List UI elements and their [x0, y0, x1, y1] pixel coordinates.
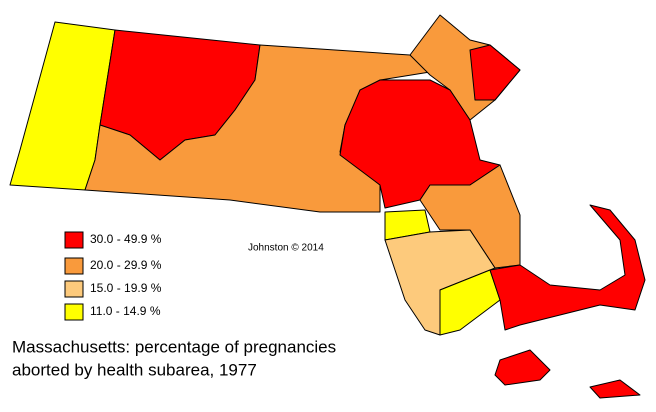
island	[494, 349, 551, 386]
regions	[9, 14, 646, 399]
legend-swatch	[64, 257, 84, 275]
legend-label: 20.0 - 29.9 %	[90, 258, 162, 272]
legend-label: 15.0 - 19.9 %	[90, 281, 162, 295]
legend-label: 30.0 - 49.9 %	[90, 232, 162, 246]
island	[589, 379, 641, 399]
legend-swatch	[64, 231, 84, 249]
caption-line: aborted by health subarea, 1977	[12, 360, 257, 379]
legend-swatch	[64, 280, 84, 298]
legend-swatch	[64, 303, 84, 321]
region	[469, 44, 521, 101]
legend: 30.0 - 49.9 % 20.0 - 29.9 % 15.0 - 19.9 % 1…	[64, 231, 162, 321]
region	[489, 204, 646, 331]
caption-line: Massachusetts: percentage of pregnancies	[12, 337, 336, 356]
credit: Johnston © 2014	[248, 243, 324, 254]
legend-label: 11.0 - 14.9 %	[90, 304, 161, 318]
region	[439, 269, 501, 336]
